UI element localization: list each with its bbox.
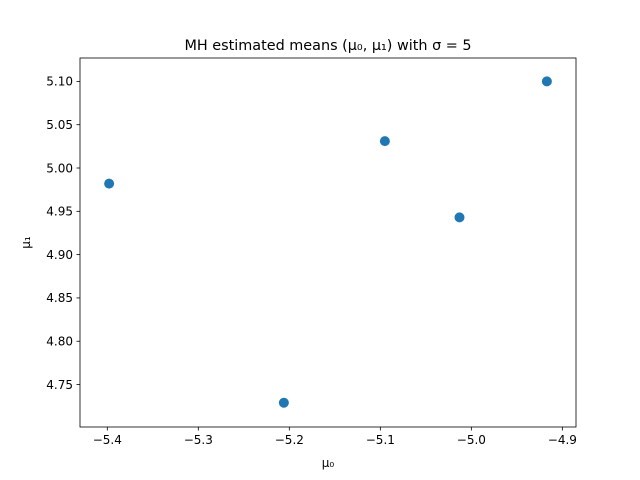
y-tick-label: 5.00 [46,161,73,175]
data-point-2 [278,397,289,408]
x-tick-label: −5.0 [457,433,486,447]
y-tick-label: 4.80 [46,335,73,349]
points-layer [104,76,552,408]
x-axis: −5.4 −5.3 −5.2 −5.1 −5.0 −4.9 [93,427,577,447]
y-axis: 4.75 4.80 4.85 4.90 4.95 5.00 5.05 5.10 [46,75,80,392]
y-tick-label: 4.85 [46,291,73,305]
x-tick-label: −5.1 [366,433,395,447]
plot-frame [79,57,577,428]
y-axis-label: μ₁ [19,236,33,249]
data-point-5 [541,76,552,87]
y-tick-label: 5.10 [46,75,73,89]
y-tick-label: 4.75 [46,378,73,392]
chart-title: MH estimated means (μ₀, μ₁) with σ = 5 [184,38,471,54]
y-tick-label: 4.90 [46,248,73,262]
x-tick-label: −5.2 [275,433,304,447]
data-point-3 [379,136,390,147]
x-axis-label: μ₀ [322,456,335,470]
data-point-1 [104,178,115,189]
x-tick-label: −5.4 [93,433,122,447]
y-tick-label: 5.05 [46,118,73,132]
y-tick-label: 4.95 [46,205,73,219]
x-tick-label: −5.3 [184,433,213,447]
data-point-4 [454,212,465,223]
x-tick-label: −4.9 [548,433,577,447]
